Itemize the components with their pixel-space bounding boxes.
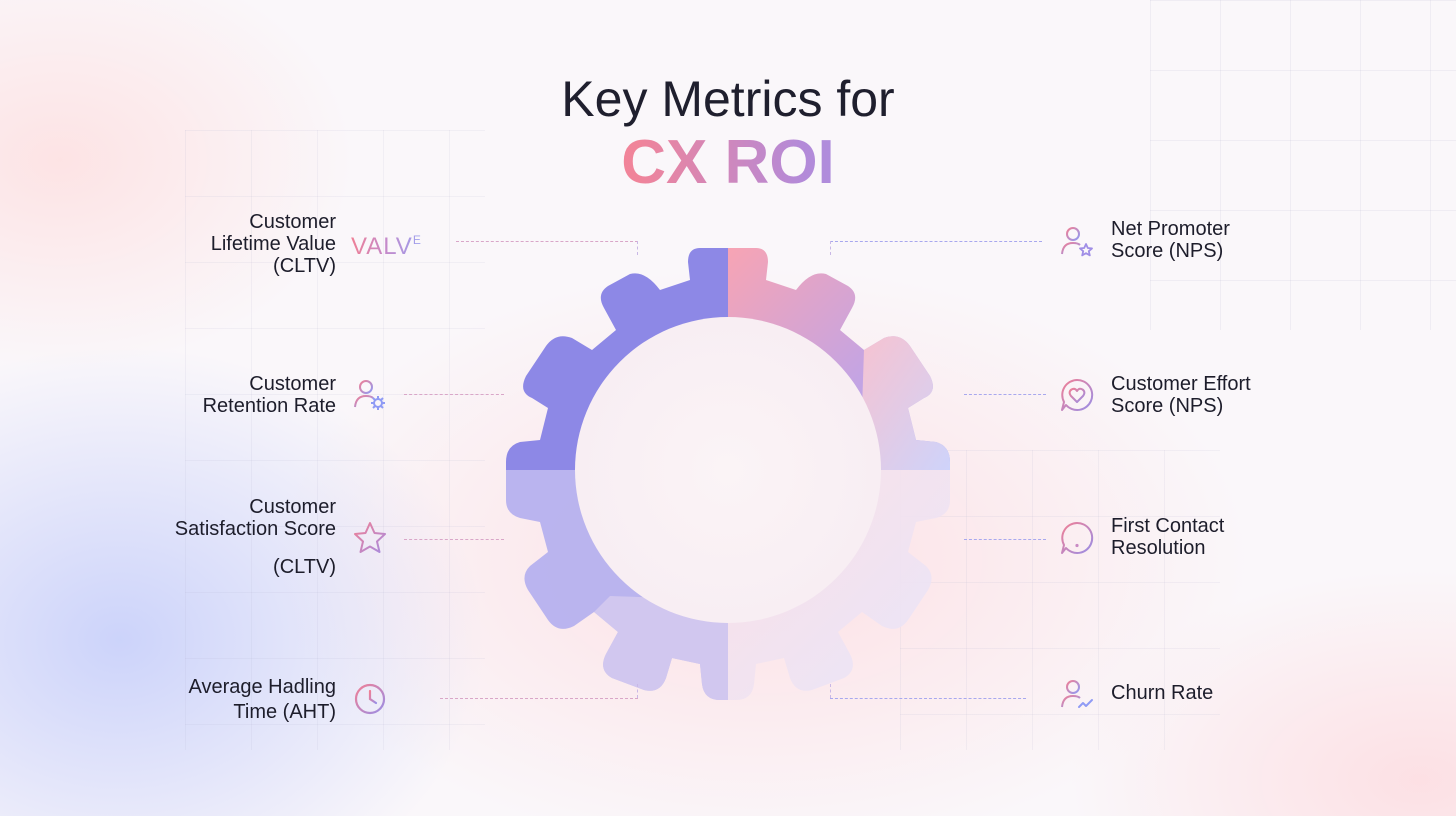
clock-icon [352,681,388,717]
connector-churn [830,698,1026,699]
heart-chat-icon [1059,377,1095,413]
connector-cltv [456,241,638,242]
metric-cltv-label: Customer Lifetime Value (CLTV) [210,211,336,277]
metric-ces-label: Customer Effort Score (NPS) [1111,373,1251,417]
connector-cltv-drop [637,241,638,255]
connector-fcr [964,539,1046,540]
gear-segment-bottom [594,596,728,700]
connector-satisfaction [404,539,504,540]
metric-churn-label: Churn Rate [1111,682,1214,704]
user-gear-icon [352,377,388,413]
valve-wordmark: VALVE [351,233,422,260]
star-icon [352,520,388,556]
connector-nps-drop [830,241,831,255]
metric-fcr-label: First Contact Resolution [1111,515,1225,559]
user-trend-icon [1059,677,1095,713]
metric-satisfaction-label: Customer Satisfaction Score (CLTV) [174,496,336,578]
user-star-icon [1059,224,1095,260]
page-title-accent: CX ROI [428,128,1028,198]
metric-aht-label: Average Hadling Time (AHT) [188,676,336,723]
metric-nps-label: Net Promoter Score (NPS) [1111,218,1230,262]
connector-aht [440,698,638,699]
alert-chat-icon [1059,520,1095,556]
metric-retention-label: Customer Retention Rate [202,373,336,417]
connector-nps [830,241,1042,242]
page-title: Key Metrics for [561,71,895,127]
connector-churn-rise [830,684,831,698]
connector-ces [964,394,1046,395]
gear-center [575,317,881,623]
connector-retention [404,394,504,395]
gear-segment-right [860,336,950,470]
connector-aht-rise [637,684,638,698]
